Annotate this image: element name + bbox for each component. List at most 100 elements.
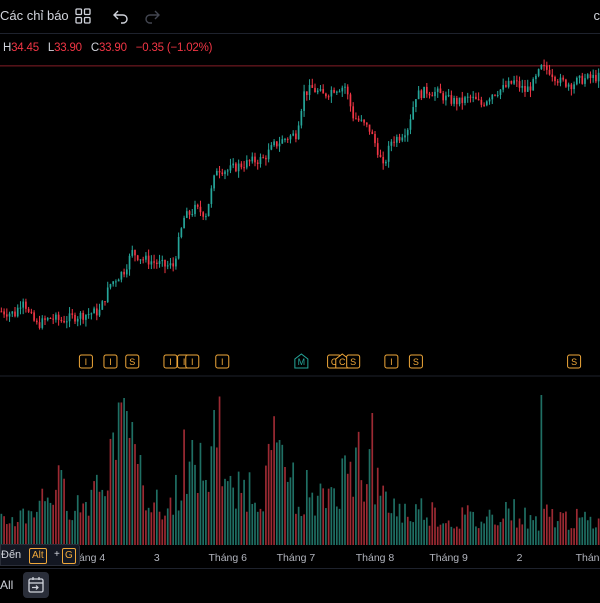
volume-bar: [249, 472, 251, 545]
volume-bar: [167, 508, 169, 545]
volume-bar: [107, 491, 109, 545]
shortcut-key-g: G: [62, 548, 76, 564]
volume-bar: [121, 402, 123, 545]
candle-body: [478, 99, 480, 100]
x-axis-tick-label: Tháng 8: [356, 552, 395, 564]
volume-bar: [58, 465, 60, 545]
volume-bar: [407, 517, 409, 545]
volume-bar: [489, 510, 491, 545]
candle-body: [549, 70, 551, 75]
candle-body: [104, 301, 106, 302]
volume-bar: [404, 504, 406, 545]
volume-bar: [156, 490, 158, 545]
range-all-button[interactable]: All: [0, 578, 13, 592]
volume-bar: [355, 448, 357, 546]
volume-bar: [82, 503, 84, 545]
candle-body: [243, 167, 245, 168]
volume-bar: [1, 514, 3, 545]
candle-body: [423, 87, 425, 98]
shortcut-plus: +: [54, 549, 60, 560]
volume-bar: [524, 508, 526, 545]
candle-body: [301, 111, 303, 126]
candle-body: [298, 125, 300, 139]
event-marker-label: S: [571, 357, 577, 367]
volume-bar: [93, 481, 95, 545]
candle-body: [110, 284, 112, 287]
candle-body: [80, 313, 82, 319]
candle-body: [404, 135, 406, 137]
volume-bar: [33, 517, 35, 545]
volume-bar: [573, 528, 575, 545]
candle-body: [333, 90, 335, 93]
candle-body: [265, 158, 267, 159]
volume-bar: [101, 490, 103, 545]
volume-bar: [366, 484, 368, 545]
candle-body: [546, 65, 548, 70]
candle-body: [22, 302, 24, 308]
goto-date-button[interactable]: [23, 572, 49, 598]
candle-body: [284, 139, 286, 140]
volume-bar: [44, 501, 46, 545]
candle-body: [519, 81, 521, 88]
volume-bar: [281, 445, 283, 545]
volume-bar: [336, 506, 338, 545]
volume-bar: [516, 528, 518, 545]
candle-body: [50, 318, 52, 319]
candle-body: [393, 142, 395, 143]
candle-body: [344, 87, 346, 88]
candle-body: [598, 73, 600, 82]
candle-body: [571, 84, 573, 89]
volume-bar: [478, 528, 480, 545]
candle-body: [352, 106, 354, 118]
volume-bar: [52, 505, 54, 545]
volume-bar: [69, 520, 71, 545]
event-marker-label: I: [221, 357, 224, 367]
volume-bar: [423, 520, 425, 545]
candle-body: [224, 171, 226, 174]
candle-body: [445, 96, 447, 101]
volume-bar: [429, 526, 431, 545]
volume-bar: [519, 519, 521, 545]
candle-body: [44, 318, 46, 320]
candle-body: [516, 80, 518, 81]
volume-bar: [543, 509, 545, 545]
candle-body: [151, 261, 153, 264]
candle-body: [33, 312, 35, 320]
candle-body: [14, 312, 16, 317]
candle-body: [292, 134, 294, 136]
volume-bar: [380, 496, 382, 545]
volume-bar: [581, 517, 583, 545]
candle-body: [584, 78, 586, 84]
volume-bar: [159, 512, 161, 545]
volume-bar: [63, 479, 65, 545]
volume-bar: [232, 488, 234, 545]
volume-bar: [467, 505, 469, 545]
candle-body: [320, 89, 322, 91]
volume-bar: [47, 498, 49, 545]
volume-bar: [322, 488, 324, 545]
event-marker-label: I: [85, 357, 88, 367]
candle-body: [172, 263, 174, 266]
candle-body: [401, 137, 403, 140]
volume-bar: [6, 524, 8, 545]
candle-body: [587, 74, 589, 78]
event-marker-label: M: [298, 357, 306, 367]
volume-bar: [410, 521, 412, 545]
candle-body: [382, 157, 384, 163]
x-axis-tick-label: Tháng 6: [208, 552, 247, 564]
volume-bar: [115, 460, 117, 545]
volume-bar: [388, 513, 390, 545]
volume-bar: [235, 509, 237, 545]
volume-bar: [393, 499, 395, 545]
volume-bar: [243, 480, 245, 545]
candle-body: [52, 319, 54, 320]
volume-bar: [25, 523, 27, 545]
calendar-goto-icon: [23, 572, 49, 598]
candle-body: [358, 119, 360, 121]
volume-bar: [541, 395, 543, 545]
volume-bar: [562, 513, 564, 545]
volume-bar: [260, 509, 262, 545]
volume-bar: [445, 523, 447, 545]
candle-body: [137, 255, 139, 260]
